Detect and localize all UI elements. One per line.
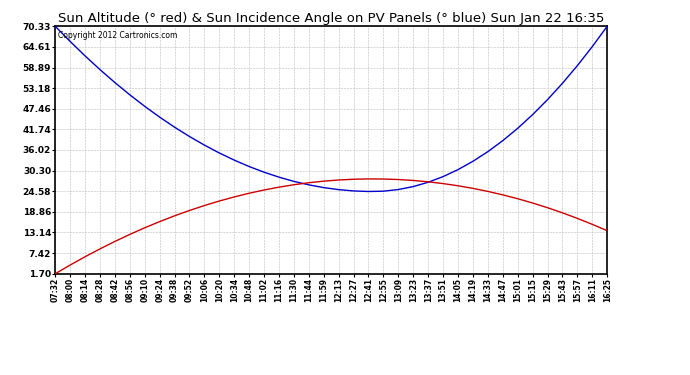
Title: Sun Altitude (° red) & Sun Incidence Angle on PV Panels (° blue) Sun Jan 22 16:3: Sun Altitude (° red) & Sun Incidence Ang… xyxy=(58,12,604,25)
Text: Copyright 2012 Cartronics.com: Copyright 2012 Cartronics.com xyxy=(58,31,177,40)
